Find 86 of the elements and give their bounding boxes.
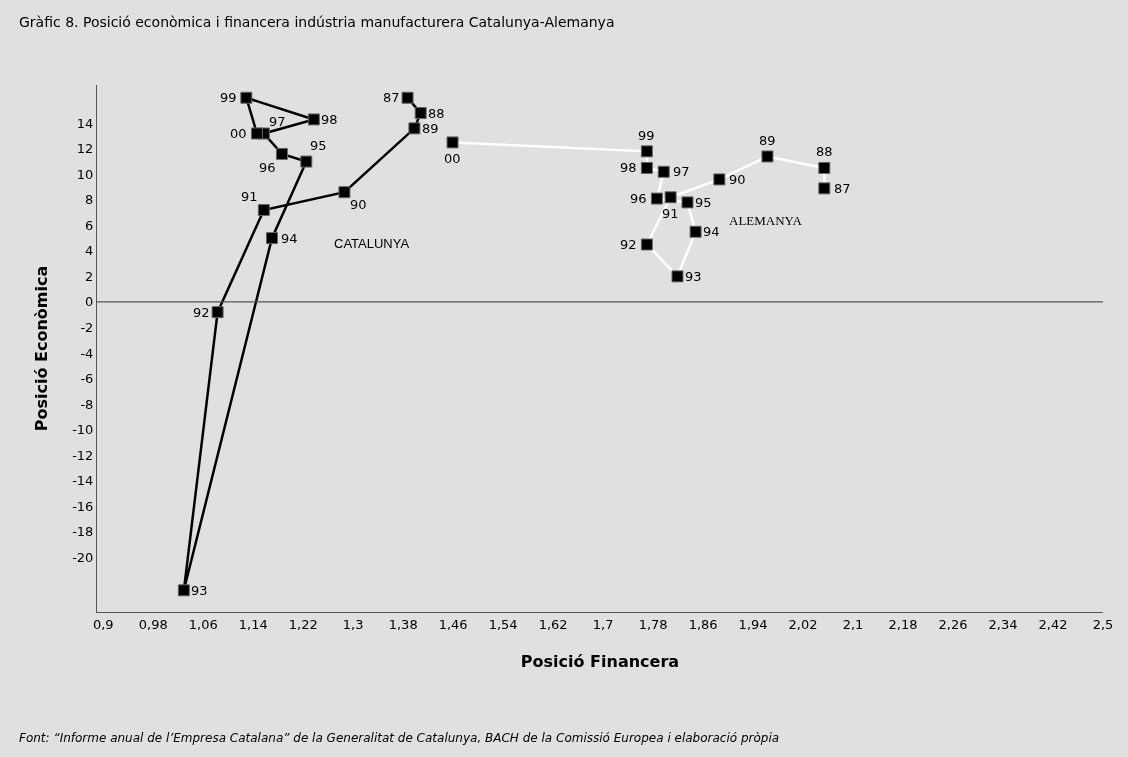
- y-tick-label: -6: [80, 371, 94, 387]
- annotation: 87: [834, 181, 851, 196]
- annotation: 88: [816, 144, 833, 159]
- y-tick-label: 12: [76, 141, 94, 157]
- x-tick-label: 2,1: [842, 616, 864, 632]
- text: CATALUNYA: [334, 236, 410, 251]
- y-tick-label: -12: [72, 447, 94, 463]
- x-tick-label: 1,54: [488, 616, 518, 632]
- x-tick-label: 1,22: [288, 616, 318, 632]
- y-axis-title: Posició Econòmica: [32, 265, 52, 432]
- annotation: 90: [729, 172, 746, 187]
- point: [275, 147, 288, 160]
- point: [414, 107, 427, 120]
- x-tick-label: 2,42: [1038, 616, 1068, 632]
- annotation: 98: [620, 160, 637, 175]
- annotation: 91: [662, 206, 679, 221]
- annotation: 96: [259, 160, 276, 175]
- x-tick-label: 1,3: [342, 616, 364, 632]
- point: [338, 186, 351, 199]
- x-tick-label: 1,94: [738, 616, 768, 632]
- annotation: 93: [191, 583, 208, 598]
- x-tick-label: 2,5: [1092, 616, 1114, 632]
- x-tick-label: 0,9: [92, 616, 114, 632]
- x-tick-label: 1,38: [388, 616, 418, 632]
- annotation: 97: [673, 164, 690, 179]
- x-tick-label: 1,7: [592, 616, 614, 632]
- y-tick-label: -10: [72, 422, 94, 438]
- x-tick-label: 1,06: [188, 616, 218, 632]
- y-tick-label: -2: [80, 320, 94, 335]
- y-tick-label: -16: [72, 498, 94, 514]
- annotation: 90: [350, 197, 367, 212]
- annotation: 94: [281, 231, 298, 246]
- annotation: 00: [230, 126, 247, 141]
- y-tick-label: 2: [85, 268, 94, 284]
- annotation: 92: [193, 305, 210, 320]
- point: [250, 127, 263, 140]
- y-tick-label: -18: [72, 524, 94, 540]
- annotation: 94: [703, 224, 720, 239]
- x-tick-label: 2,18: [888, 616, 918, 632]
- annotation: 93: [685, 269, 702, 284]
- point: [401, 91, 414, 104]
- annotation: 96: [630, 191, 647, 206]
- annotation: 88: [428, 106, 445, 121]
- annotation: 95: [310, 138, 327, 153]
- annotation: 98: [321, 112, 338, 127]
- y-tick-label: -4: [80, 345, 94, 361]
- annotation: 89: [759, 133, 776, 148]
- point: [257, 204, 270, 217]
- x-tick-label: 2,26: [938, 616, 968, 632]
- annotation: 99: [638, 128, 655, 143]
- annotation: 91: [241, 189, 258, 204]
- y-tick-label: 14: [76, 115, 94, 131]
- x-tick-label: 1,46: [438, 616, 468, 632]
- y-tick-label: -14: [72, 473, 94, 489]
- y-tick-label: 6: [85, 217, 94, 233]
- text: Font: “Informe anual de l’Empresa Catalana” de la Generalitat de Catalunya, BACH de la Comissió Europea i elaboració pròpia: [19, 731, 780, 745]
- annotation: 00: [444, 151, 461, 166]
- annotation: 99: [220, 90, 237, 105]
- point: [265, 232, 278, 245]
- annotation: 89: [422, 121, 439, 136]
- point: [240, 91, 253, 104]
- annotation: 92: [620, 237, 637, 252]
- x-tick-label: 1,78: [638, 616, 668, 632]
- x-tick-label: 1,62: [538, 616, 568, 632]
- y-tick-label: 0: [85, 294, 94, 310]
- x-tick-label: 0,98: [138, 616, 168, 632]
- point: [211, 306, 224, 319]
- y-tick-label: -20: [72, 549, 94, 565]
- x-tick-label: 2,34: [988, 616, 1018, 632]
- point: [177, 584, 190, 597]
- x-axis-title: Posició Financera: [520, 652, 680, 672]
- point: [307, 113, 320, 126]
- series-label: ALEMANYA: [729, 213, 803, 228]
- annotation: 97: [269, 114, 286, 129]
- x-tick-label: 1,14: [238, 616, 268, 632]
- y-tick-label: 10: [76, 166, 94, 182]
- chart-title: Gràfic 8. Posició econòmica i financera indústria manufacturera Catalunya-Alemanya: [19, 14, 615, 30]
- x-tick-label: 2,02: [788, 616, 818, 632]
- y-tick-label: -8: [80, 396, 94, 412]
- point: [408, 122, 421, 135]
- x-tick-label: 1,86: [688, 616, 718, 632]
- point: [300, 155, 313, 168]
- y-tick-label: 8: [85, 192, 94, 208]
- annotation: 95: [695, 195, 712, 210]
- annotation: 87: [383, 90, 400, 105]
- y-tick-label: 4: [85, 243, 94, 259]
